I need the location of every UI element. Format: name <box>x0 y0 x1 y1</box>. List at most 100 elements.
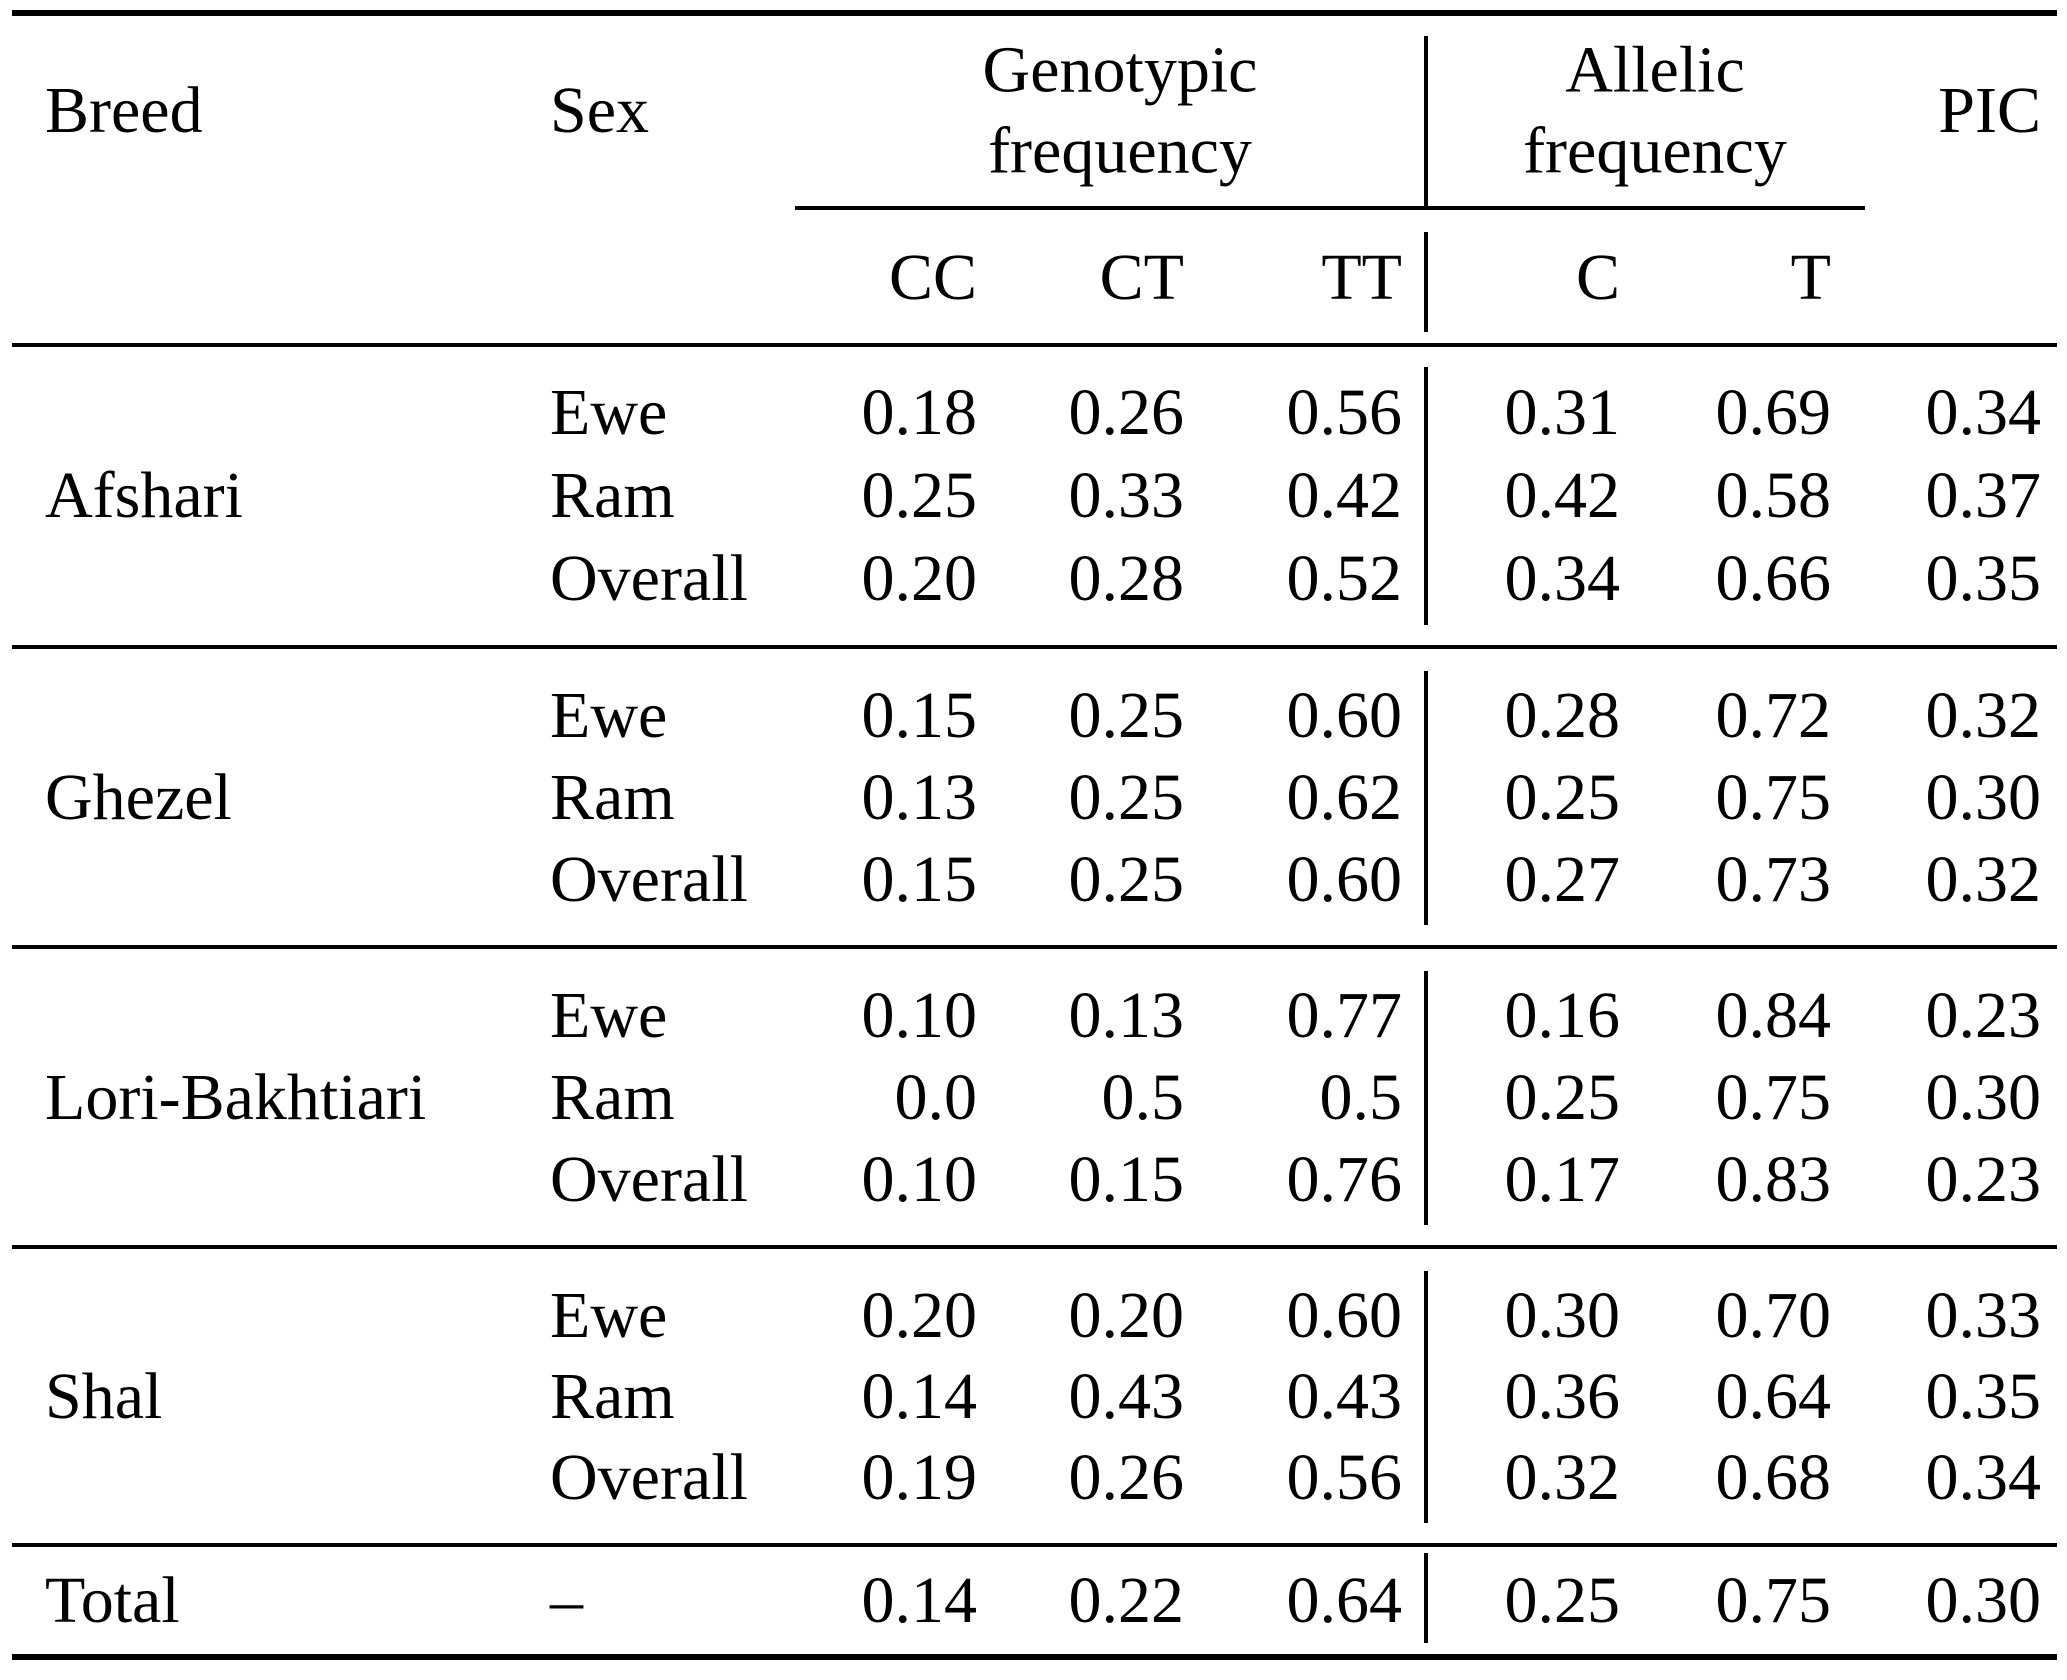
block-separator-rule <box>12 645 2057 649</box>
header-body-separator-rule <box>12 343 2057 347</box>
sex-label: Ram <box>550 1061 675 1134</box>
cell-tt: 0.42 <box>1286 458 1403 532</box>
cell-tt: 0.64 <box>1286 1563 1403 1637</box>
allelic-frequency-header: Allelic frequency <box>1523 33 1787 187</box>
cell-ct: 0.28 <box>1068 542 1185 616</box>
cell-ct: 0.20 <box>1068 1278 1185 1352</box>
cell-ct: 0.26 <box>1068 1441 1185 1515</box>
breed-group-shal: Shal Ewe 0.20 0.20 0.60 0.30 0.70 0.33 R… <box>0 1251 2067 1543</box>
cell-t: 0.75 <box>1715 1563 1832 1637</box>
breed-label: Lori-Bakhtiari <box>45 1061 427 1134</box>
cell-c: 0.32 <box>1504 1441 1621 1515</box>
cell-cc: 0.15 <box>861 843 978 916</box>
cell-cc: 0.18 <box>861 375 978 449</box>
cell-tt: 0.60 <box>1286 679 1403 752</box>
cell-t: 0.75 <box>1715 1061 1832 1134</box>
cell-ct: 0.26 <box>1068 375 1185 449</box>
subheader-cc: CC <box>888 240 977 314</box>
column-divider-line <box>1424 232 1428 332</box>
cell-t: 0.84 <box>1715 979 1832 1052</box>
cell-tt: 0.76 <box>1286 1143 1403 1216</box>
subheader-row: CC CT TT C T <box>0 212 2067 343</box>
cell-t: 0.70 <box>1715 1278 1832 1352</box>
header-group-underline-rule <box>795 206 1865 210</box>
cell-t: 0.69 <box>1715 375 1832 449</box>
cell-t: 0.73 <box>1715 843 1832 916</box>
cell-cc: 0.0 <box>894 1061 978 1134</box>
cell-pic: 0.30 <box>1925 1563 2042 1637</box>
cell-pic: 0.33 <box>1925 1278 2042 1352</box>
cell-cc: 0.20 <box>861 542 978 616</box>
column-divider-line <box>1424 971 1428 1225</box>
cell-c: 0.17 <box>1504 1143 1621 1216</box>
breed-group-afshari: Afshari Ewe 0.18 0.26 0.56 0.31 0.69 0.3… <box>0 347 2067 645</box>
sex-label: Ram <box>550 458 675 532</box>
cell-ct: 0.25 <box>1068 679 1185 752</box>
block-separator-rule <box>12 1245 2057 1249</box>
sex-label: Ewe <box>550 979 668 1052</box>
cell-pic: 0.32 <box>1925 679 2042 752</box>
cell-pic: 0.23 <box>1925 1143 2042 1216</box>
cell-t: 0.66 <box>1715 542 1832 616</box>
cell-c: 0.28 <box>1504 679 1621 752</box>
genotypic-frequency-header: Genotypic frequency <box>982 33 1258 187</box>
cell-cc: 0.20 <box>861 1278 978 1352</box>
sex-column-header: Sex <box>550 74 649 147</box>
cell-t: 0.72 <box>1715 679 1832 752</box>
cell-t: 0.64 <box>1715 1359 1832 1433</box>
cell-c: 0.16 <box>1504 979 1621 1052</box>
cell-c: 0.30 <box>1504 1278 1621 1352</box>
cell-c: 0.34 <box>1504 542 1621 616</box>
total-label: Total <box>45 1563 180 1637</box>
sex-label: Ram <box>550 1359 675 1433</box>
cell-ct: 0.5 <box>1101 1061 1185 1134</box>
table-header: Breed Sex Genotypic frequency Allelic fr… <box>0 16 2067 206</box>
sex-label: Overall <box>550 542 748 616</box>
cell-c: 0.25 <box>1504 761 1621 834</box>
sex-label: Overall <box>550 1441 748 1515</box>
cell-pic: 0.30 <box>1925 761 2042 834</box>
cell-cc: 0.15 <box>861 679 978 752</box>
breed-label: Afshari <box>45 459 243 532</box>
cell-pic: 0.23 <box>1925 979 2042 1052</box>
cell-ct: 0.43 <box>1068 1359 1185 1433</box>
cell-tt: 0.56 <box>1286 375 1403 449</box>
subheader-t: T <box>1790 240 1831 314</box>
cell-ct: 0.22 <box>1068 1563 1185 1637</box>
cell-ct: 0.33 <box>1068 458 1185 532</box>
total-row: Total – 0.14 0.22 0.64 0.25 0.75 0.30 <box>0 1547 2067 1654</box>
column-divider-line <box>1424 671 1428 925</box>
cell-c: 0.27 <box>1504 843 1621 916</box>
cell-cc: 0.14 <box>861 1359 978 1433</box>
subheader-c: C <box>1575 240 1620 314</box>
sex-label: Overall <box>550 843 748 916</box>
cell-cc: 0.13 <box>861 761 978 834</box>
cell-c: 0.25 <box>1504 1563 1621 1637</box>
cell-pic: 0.30 <box>1925 1061 2042 1134</box>
column-divider-line <box>1424 367 1428 625</box>
breed-group-ghezel: Ghezel Ewe 0.15 0.25 0.60 0.28 0.72 0.32… <box>0 651 2067 945</box>
cell-t: 0.83 <box>1715 1143 1832 1216</box>
cell-tt: 0.43 <box>1286 1359 1403 1433</box>
pic-column-header: PIC <box>1938 74 2041 147</box>
breed-label: Shal <box>45 1360 163 1433</box>
cell-cc: 0.14 <box>861 1563 978 1637</box>
sex-label: Ewe <box>550 1278 668 1352</box>
cell-cc: 0.10 <box>861 1143 978 1216</box>
bottom-rule <box>12 1654 2057 1660</box>
total-separator-rule <box>12 1543 2057 1547</box>
sex-label: Ewe <box>550 375 668 449</box>
column-divider-line <box>1424 1553 1428 1643</box>
cell-tt: 0.5 <box>1319 1061 1403 1134</box>
cell-tt: 0.56 <box>1286 1441 1403 1515</box>
total-sex-dash: – <box>550 1563 583 1637</box>
cell-tt: 0.60 <box>1286 843 1403 916</box>
cell-pic: 0.34 <box>1925 1441 2042 1515</box>
cell-cc: 0.10 <box>861 979 978 1052</box>
sex-label: Ewe <box>550 679 668 752</box>
cell-ct: 0.15 <box>1068 1143 1185 1216</box>
column-divider-line <box>1424 36 1428 206</box>
cell-tt: 0.60 <box>1286 1278 1403 1352</box>
cell-t: 0.58 <box>1715 458 1832 532</box>
